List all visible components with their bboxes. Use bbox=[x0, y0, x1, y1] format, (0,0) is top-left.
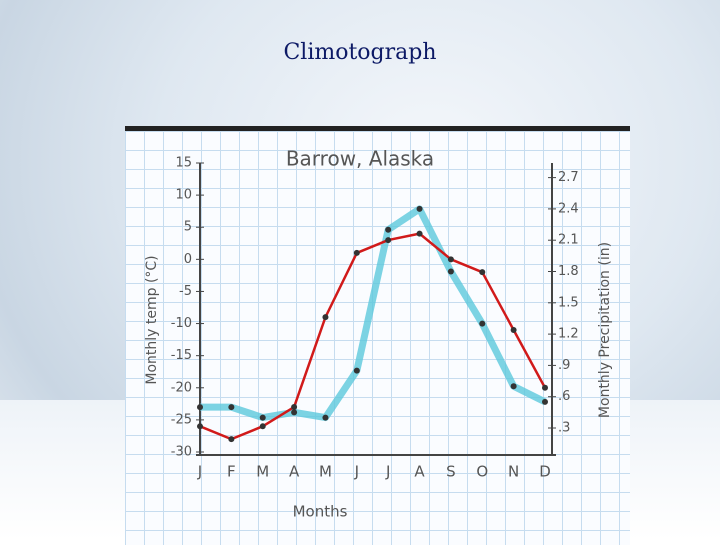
y-tick-label: 10 bbox=[175, 188, 192, 203]
data-point bbox=[542, 398, 548, 405]
data-point bbox=[416, 230, 423, 237]
data-point bbox=[479, 320, 486, 327]
data-point bbox=[259, 414, 266, 421]
y-tick-label: -30 bbox=[171, 445, 192, 460]
data-point bbox=[447, 268, 454, 275]
data-point bbox=[322, 414, 329, 421]
data-point bbox=[385, 226, 392, 233]
y2-tick-label: 1.5 bbox=[558, 295, 579, 310]
x-tick-label: J bbox=[197, 463, 202, 481]
y-tick-label: 0 bbox=[184, 252, 192, 267]
data-point bbox=[447, 256, 454, 263]
y2-tick-label: .9 bbox=[558, 358, 570, 373]
x-tick-label: F bbox=[227, 463, 236, 481]
data-point bbox=[510, 383, 517, 390]
y2-tick-label: .3 bbox=[558, 421, 570, 436]
y2-tick-label: 2.1 bbox=[558, 233, 579, 248]
data-point bbox=[259, 423, 266, 430]
x-tick-label: O bbox=[476, 463, 488, 481]
y2-tick-label: 1.8 bbox=[558, 264, 579, 279]
x-tick-label: A bbox=[414, 463, 425, 481]
data-point bbox=[322, 314, 329, 321]
y-tick-label: 5 bbox=[184, 220, 192, 235]
data-point bbox=[228, 404, 235, 411]
graph-paper bbox=[125, 126, 630, 545]
y2-tick-label: 2.4 bbox=[558, 201, 579, 216]
y-tick-label: -10 bbox=[171, 316, 192, 331]
data-point bbox=[353, 249, 360, 256]
y2-tick-label: 1.2 bbox=[558, 327, 579, 342]
data-point bbox=[479, 269, 486, 276]
data-point bbox=[510, 326, 517, 333]
y-tick-label: -15 bbox=[171, 348, 192, 363]
data-point bbox=[291, 404, 298, 411]
data-point bbox=[197, 423, 203, 430]
x-axis-label: Months bbox=[293, 503, 348, 521]
y-tick-label: -5 bbox=[179, 284, 192, 299]
x-tick-label: S bbox=[446, 463, 456, 481]
y2-tick-label: 2.7 bbox=[558, 170, 579, 185]
data-point bbox=[197, 404, 203, 411]
y-axis-label: Monthly temp (°C) bbox=[144, 255, 160, 384]
x-tick-label: D bbox=[539, 463, 551, 481]
x-tick-label: J bbox=[385, 463, 390, 481]
data-point bbox=[228, 436, 235, 443]
y-tick-label: -25 bbox=[171, 412, 192, 427]
x-tick-label: M bbox=[319, 463, 332, 481]
data-point bbox=[542, 384, 548, 391]
y-tick-label: 15 bbox=[175, 156, 192, 171]
y2-axis-label: Monthly Precipitation (in) bbox=[597, 242, 613, 418]
data-point bbox=[416, 205, 423, 212]
slide-title: Climotograph bbox=[283, 40, 437, 65]
y2-tick-label: .6 bbox=[558, 389, 570, 404]
x-tick-label: M bbox=[256, 463, 269, 481]
data-point bbox=[385, 237, 392, 244]
x-tick-label: A bbox=[289, 463, 300, 481]
x-tick-label: N bbox=[508, 463, 519, 481]
data-point bbox=[353, 367, 360, 374]
data-point bbox=[291, 409, 298, 416]
series-line bbox=[200, 205, 547, 422]
chart-title: Barrow, Alaska bbox=[286, 147, 434, 171]
y-tick-label: -20 bbox=[171, 380, 192, 395]
x-tick-label: J bbox=[354, 463, 359, 481]
series-line bbox=[199, 232, 547, 441]
